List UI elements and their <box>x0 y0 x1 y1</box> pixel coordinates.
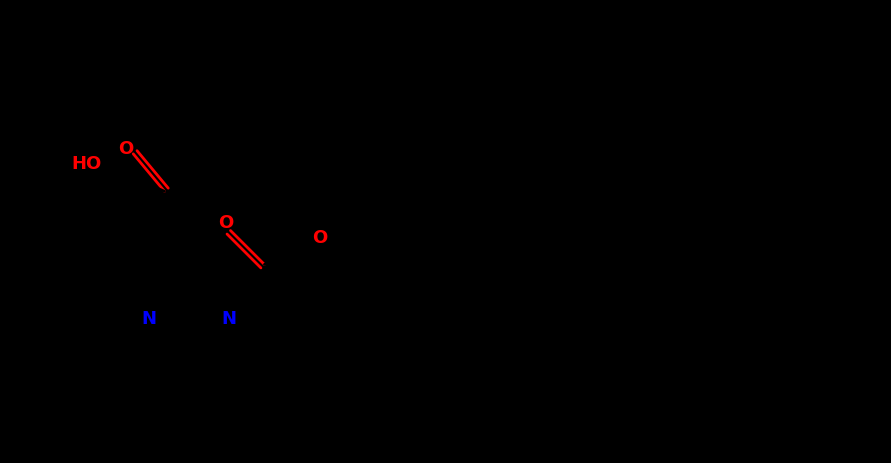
Text: HO: HO <box>71 154 102 172</box>
Text: O: O <box>218 213 233 231</box>
Text: O: O <box>119 139 134 157</box>
Text: N: N <box>221 309 236 327</box>
Text: N: N <box>141 309 156 327</box>
Text: O: O <box>312 228 327 246</box>
